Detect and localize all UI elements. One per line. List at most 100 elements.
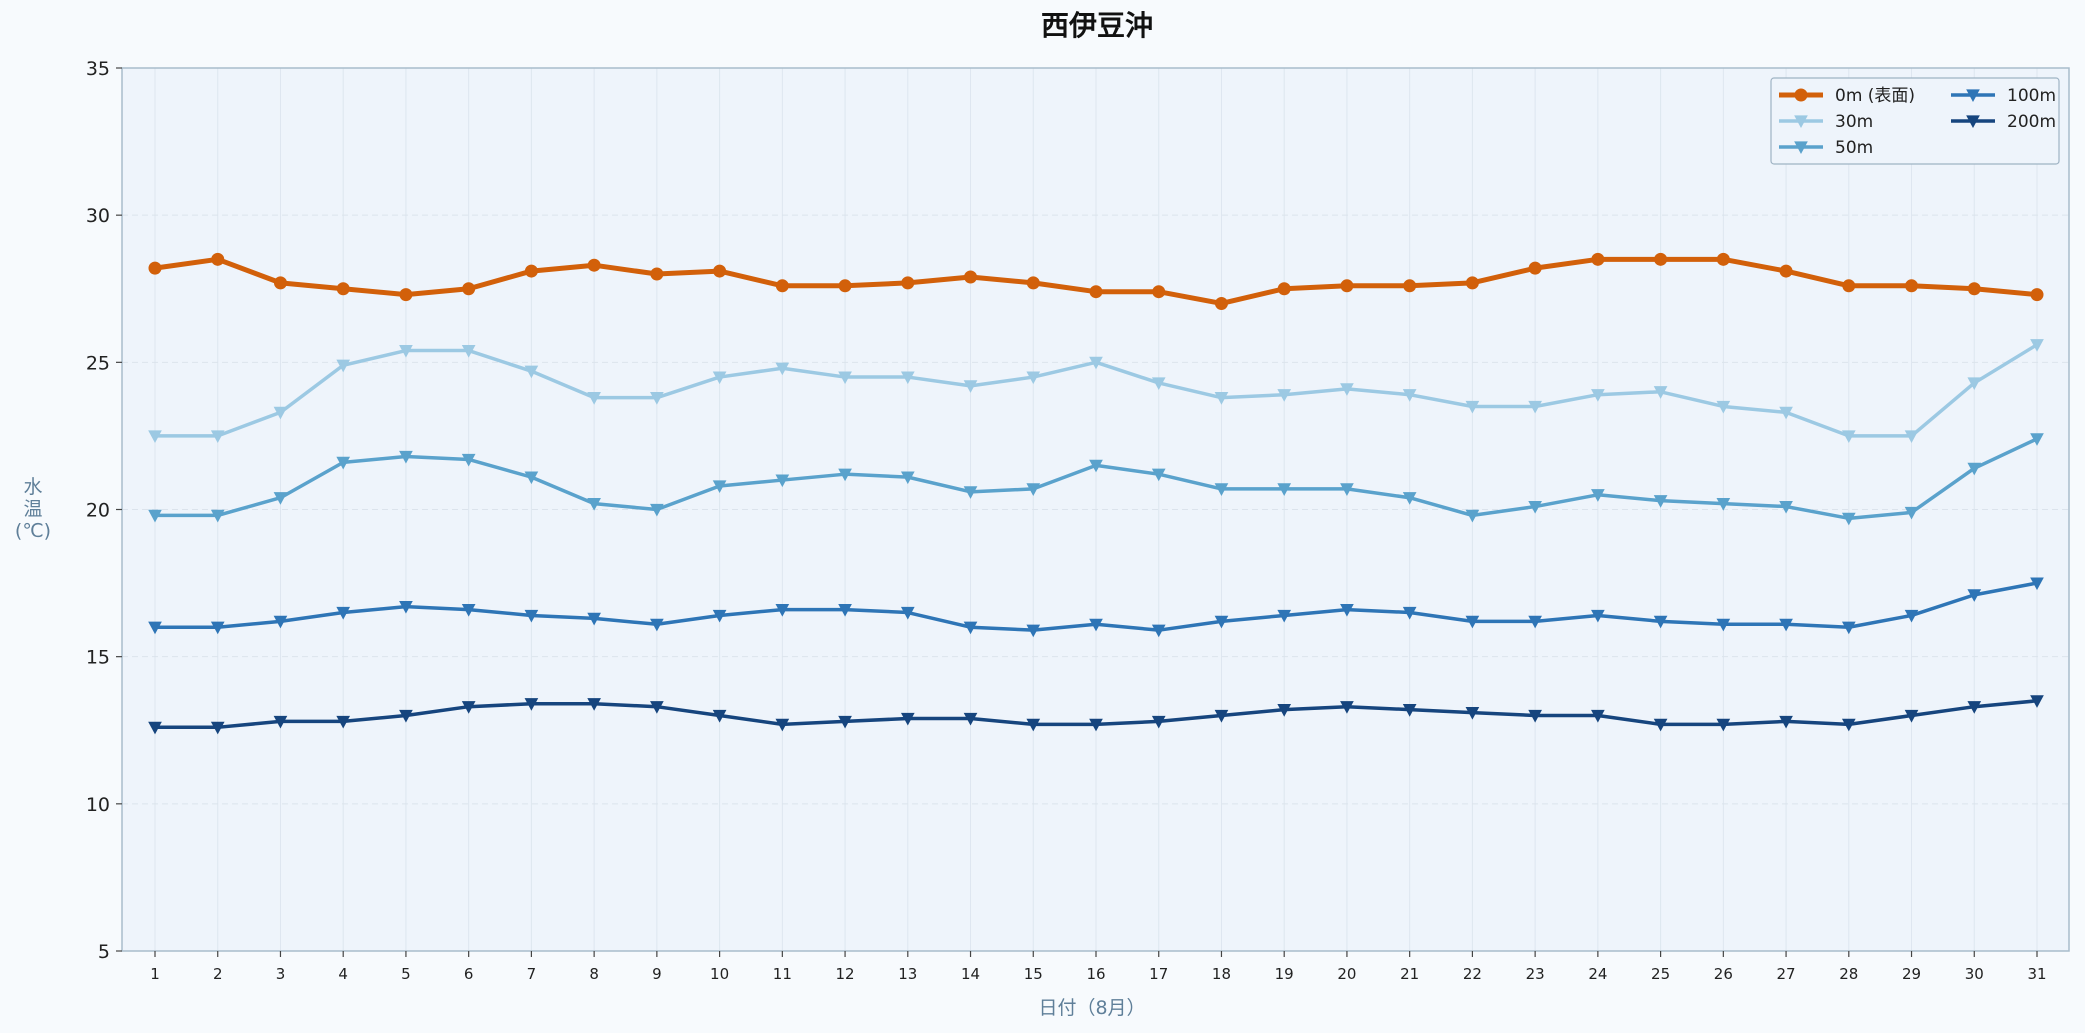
data-point bbox=[1904, 506, 1919, 520]
data-point bbox=[1528, 261, 1542, 275]
x-tick-label: 16 bbox=[1086, 965, 1105, 983]
data-point bbox=[2030, 577, 2044, 591]
data-point bbox=[1151, 715, 1166, 729]
x-tick-label: 25 bbox=[1651, 965, 1670, 983]
data-point bbox=[148, 430, 162, 443]
data-point bbox=[1152, 285, 1166, 299]
data-point bbox=[273, 406, 288, 420]
data-point bbox=[524, 264, 538, 278]
data-point bbox=[1904, 609, 1919, 623]
data-point bbox=[712, 480, 727, 494]
y-tick-label: 25 bbox=[86, 352, 110, 374]
data-point bbox=[964, 270, 978, 284]
data-point bbox=[1653, 386, 1668, 399]
data-point bbox=[1967, 589, 1982, 602]
data-point bbox=[650, 503, 664, 517]
data-point bbox=[838, 279, 852, 293]
x-tick-label: 3 bbox=[276, 965, 286, 983]
data-point bbox=[1653, 615, 1668, 629]
x-tick-label: 24 bbox=[1588, 965, 1607, 983]
data-point bbox=[1089, 459, 1103, 473]
legend-swatch-marker bbox=[1966, 115, 1980, 129]
x-tick-label: 2 bbox=[213, 965, 223, 983]
data-point bbox=[399, 288, 413, 302]
data-point bbox=[963, 712, 978, 726]
data-point bbox=[273, 492, 288, 505]
data-point bbox=[1904, 430, 1919, 443]
x-tick-label: 12 bbox=[836, 965, 855, 983]
data-point bbox=[1779, 264, 1793, 278]
legend-label: 0m (表面) bbox=[1835, 86, 1915, 106]
data-point bbox=[1465, 276, 1479, 290]
data-point bbox=[2030, 339, 2044, 352]
x-tick-label: 10 bbox=[710, 965, 729, 983]
x-tick-label: 7 bbox=[527, 965, 537, 983]
data-point bbox=[587, 392, 601, 405]
data-point bbox=[336, 282, 350, 296]
data-point bbox=[1089, 356, 1103, 370]
data-point bbox=[1465, 509, 1480, 523]
data-point bbox=[775, 279, 789, 293]
y-tick-label: 5 bbox=[98, 941, 110, 963]
data-point bbox=[1841, 718, 1856, 732]
data-point bbox=[1465, 400, 1480, 414]
data-point bbox=[650, 701, 664, 714]
data-point bbox=[1716, 252, 1730, 266]
x-tick-label: 19 bbox=[1275, 965, 1294, 983]
data-point bbox=[1904, 709, 1919, 723]
data-point bbox=[1340, 701, 1354, 714]
x-tick-label: 6 bbox=[464, 965, 474, 983]
data-point bbox=[524, 365, 539, 379]
x-axis-label: 日付（8月） bbox=[1038, 997, 1145, 1019]
data-point bbox=[838, 468, 852, 482]
data-point bbox=[1967, 377, 1982, 390]
data-point bbox=[587, 258, 601, 272]
data-point bbox=[1026, 371, 1041, 385]
data-point bbox=[963, 621, 978, 635]
data-point bbox=[1716, 498, 1731, 511]
data-point bbox=[1591, 709, 1605, 723]
data-point bbox=[211, 252, 225, 266]
data-point bbox=[273, 276, 287, 290]
x-tick-label: 31 bbox=[2027, 965, 2046, 983]
data-point bbox=[1841, 430, 1856, 443]
data-point bbox=[524, 609, 539, 623]
y-tick-label: 10 bbox=[86, 794, 110, 816]
legend-swatch-marker bbox=[1794, 115, 1808, 129]
data-point bbox=[1214, 709, 1229, 723]
data-point bbox=[1967, 701, 1982, 714]
data-point bbox=[1465, 615, 1480, 629]
data-point bbox=[1653, 495, 1668, 508]
data-point bbox=[210, 430, 225, 443]
data-point bbox=[900, 606, 915, 620]
data-point bbox=[1026, 276, 1040, 290]
data-point bbox=[148, 509, 162, 523]
legend-swatch-marker bbox=[1794, 88, 1808, 102]
data-point bbox=[336, 715, 351, 729]
data-point bbox=[1026, 483, 1041, 496]
x-tick-label: 11 bbox=[773, 965, 792, 983]
data-point bbox=[1716, 400, 1731, 414]
data-point bbox=[1277, 609, 1292, 623]
x-tick-label: 29 bbox=[1902, 965, 1921, 983]
data-point bbox=[587, 612, 601, 626]
data-point bbox=[1779, 406, 1793, 420]
data-point bbox=[2030, 695, 2044, 708]
data-point bbox=[399, 601, 413, 614]
data-point bbox=[524, 698, 539, 711]
data-point bbox=[1716, 718, 1731, 732]
data-point bbox=[1841, 512, 1856, 526]
data-point bbox=[1654, 252, 1668, 266]
data-point bbox=[1151, 377, 1166, 390]
y-tick-label: 30 bbox=[86, 205, 110, 227]
data-point bbox=[1591, 252, 1605, 266]
data-point bbox=[650, 392, 664, 405]
data-point bbox=[1402, 704, 1417, 717]
data-point bbox=[1214, 615, 1229, 629]
data-point bbox=[1779, 500, 1793, 514]
data-point bbox=[1779, 715, 1793, 729]
legend-label: 30m bbox=[1835, 112, 1873, 132]
legend-label: 100m bbox=[2007, 86, 2056, 106]
legend-label: 50m bbox=[1835, 138, 1873, 158]
data-point bbox=[1214, 392, 1229, 405]
